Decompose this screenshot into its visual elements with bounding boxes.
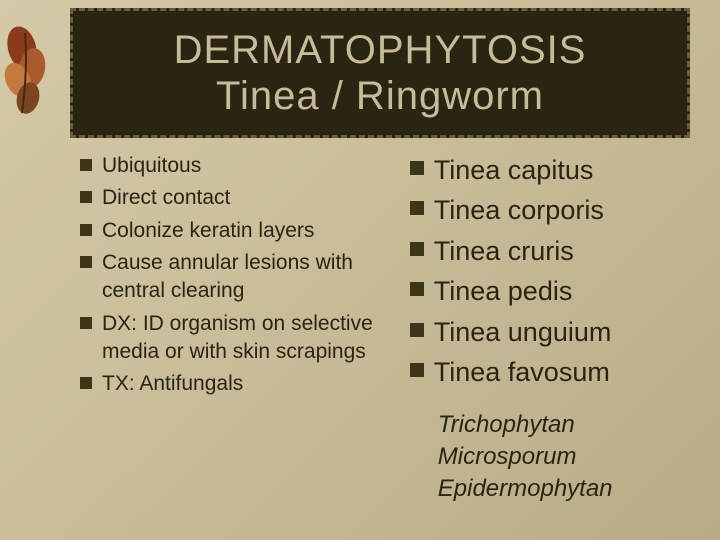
content-area: Ubiquitous Direct contact Colonize kerat… (80, 152, 690, 520)
bullet-icon (410, 363, 424, 377)
item-text: Ubiquitous (102, 152, 201, 180)
bullet-icon (410, 201, 424, 215)
item-text: DX: ID organism on selective media or wi… (102, 310, 390, 367)
bullet-icon (80, 159, 92, 171)
title-banner: DERMATOPHYTOSIS Tinea / Ringworm (70, 8, 690, 138)
list-item: Tinea cruris (410, 233, 690, 269)
bullet-icon (80, 224, 92, 236)
list-item: Tinea unguium (410, 314, 690, 350)
bullet-icon (410, 282, 424, 296)
item-text: Cause annular lesions with central clear… (102, 249, 390, 306)
list-item: Tinea capitus (410, 152, 690, 188)
genus-text: Epidermophytan (438, 473, 690, 505)
genus-block: Trichophytan Microsporum Epidermophytan (438, 409, 690, 506)
item-text: Colonize keratin layers (102, 217, 314, 245)
title-line-2: Tinea / Ringworm (216, 73, 544, 119)
item-text: Tinea unguium (434, 314, 612, 350)
item-text: TX: Antifungals (102, 370, 243, 398)
leaf-decoration-icon (0, 18, 60, 128)
bullet-icon (80, 317, 92, 329)
list-item: Ubiquitous (80, 152, 390, 180)
item-text: Tinea favosum (434, 354, 610, 390)
item-text: Tinea corporis (434, 192, 604, 228)
list-item: Cause annular lesions with central clear… (80, 249, 390, 306)
list-item: Tinea pedis (410, 273, 690, 309)
bullet-icon (80, 256, 92, 268)
genus-text: Trichophytan (438, 409, 690, 441)
bullet-icon (410, 242, 424, 256)
list-item: Direct contact (80, 184, 390, 212)
bullet-icon (410, 323, 424, 337)
bullet-icon (410, 161, 424, 175)
item-text: Tinea capitus (434, 152, 594, 188)
bullet-icon (80, 191, 92, 203)
right-column: Tinea capitus Tinea corporis Tinea cruri… (410, 152, 690, 520)
list-item: DX: ID organism on selective media or wi… (80, 310, 390, 367)
list-item: TX: Antifungals (80, 370, 390, 398)
genus-text: Microsporum (438, 441, 690, 473)
left-column: Ubiquitous Direct contact Colonize kerat… (80, 152, 390, 520)
title-line-1: DERMATOPHYTOSIS (174, 27, 587, 73)
list-item: Tinea corporis (410, 192, 690, 228)
bullet-icon (80, 377, 92, 389)
item-text: Tinea cruris (434, 233, 574, 269)
list-item: Colonize keratin layers (80, 217, 390, 245)
item-text: Tinea pedis (434, 273, 573, 309)
list-item: Tinea favosum (410, 354, 690, 390)
item-text: Direct contact (102, 184, 230, 212)
